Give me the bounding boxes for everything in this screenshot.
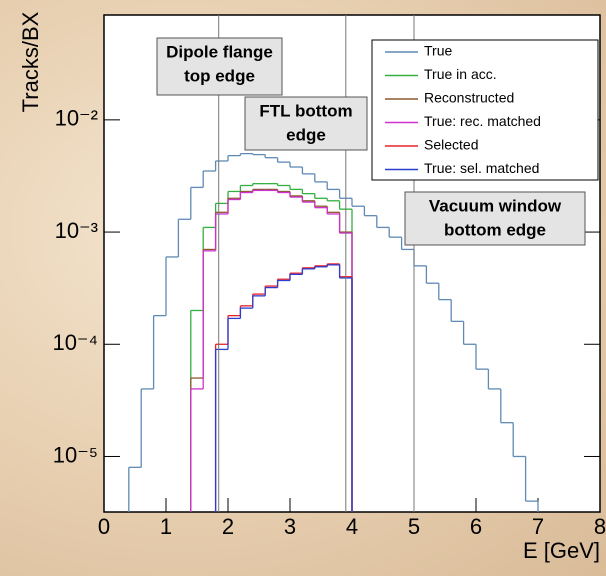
annotation-text: top edge [184,66,255,85]
x-tick-label: 6 [470,514,482,539]
x-tick-label: 5 [408,514,420,539]
x-tick-label: 8 [594,514,606,539]
annotation-box [156,37,283,96]
y-tick-label: 10⁻² [55,106,98,131]
legend-label: True: rec. matched [424,113,541,129]
x-tick-label: 2 [222,514,234,539]
series [214,264,353,512]
legend-label: True [424,43,452,59]
series [128,152,539,512]
annotation-text: Dipole flange [166,42,273,61]
annotation-text: Vacuum window [429,196,562,215]
legend-label: Selected [424,137,478,153]
x-axis-label: E [GeV] [523,538,600,563]
x-tick-label: 0 [98,514,110,539]
x-tick-label: 3 [284,514,296,539]
annotation-text: edge [286,125,326,144]
annotation-box [244,96,368,151]
x-tick-label: 1 [160,514,172,539]
x-tick-label: 7 [532,514,544,539]
y-tick-label: 10⁻⁴ [52,330,98,355]
legend-label: True: sel. matched [424,160,539,176]
annotation-text: FTL bottom [259,101,352,120]
y-tick-label: 10⁻³ [55,218,98,243]
annotation-text: bottom edge [444,220,546,239]
legend-label: Reconstructed [424,90,514,106]
y-axis-label: Tracks/BX [18,11,43,112]
x-tick-label: 4 [346,514,358,539]
legend-label: True in acc. [424,66,497,82]
annotation-box [404,191,586,246]
legend-box [371,39,599,181]
y-tick-label: 10⁻⁵ [53,442,98,467]
